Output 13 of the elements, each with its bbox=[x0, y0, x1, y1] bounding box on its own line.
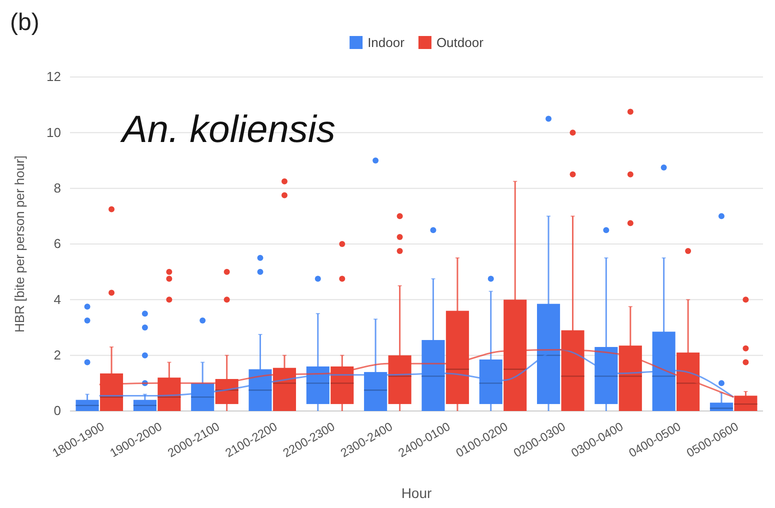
y-tick-label: 0 bbox=[54, 403, 61, 418]
y-tick-label: 2 bbox=[54, 347, 61, 362]
legend-label: Outdoor bbox=[436, 35, 484, 50]
y-tick-label: 8 bbox=[54, 180, 61, 196]
y-tick-label: 6 bbox=[54, 236, 61, 252]
y-tick-label: 10 bbox=[46, 124, 61, 140]
chart-title: (b) bbox=[10, 9, 40, 36]
y-tick-label: 4 bbox=[54, 292, 61, 307]
legend-label: Indoor bbox=[368, 35, 406, 50]
y-axis-title: HBR [bite per person per hour] bbox=[12, 155, 27, 333]
x-axis-title: Hour bbox=[401, 485, 432, 501]
annotation: An. koliensis bbox=[120, 109, 336, 151]
y-tick-label: 12 bbox=[46, 69, 61, 84]
